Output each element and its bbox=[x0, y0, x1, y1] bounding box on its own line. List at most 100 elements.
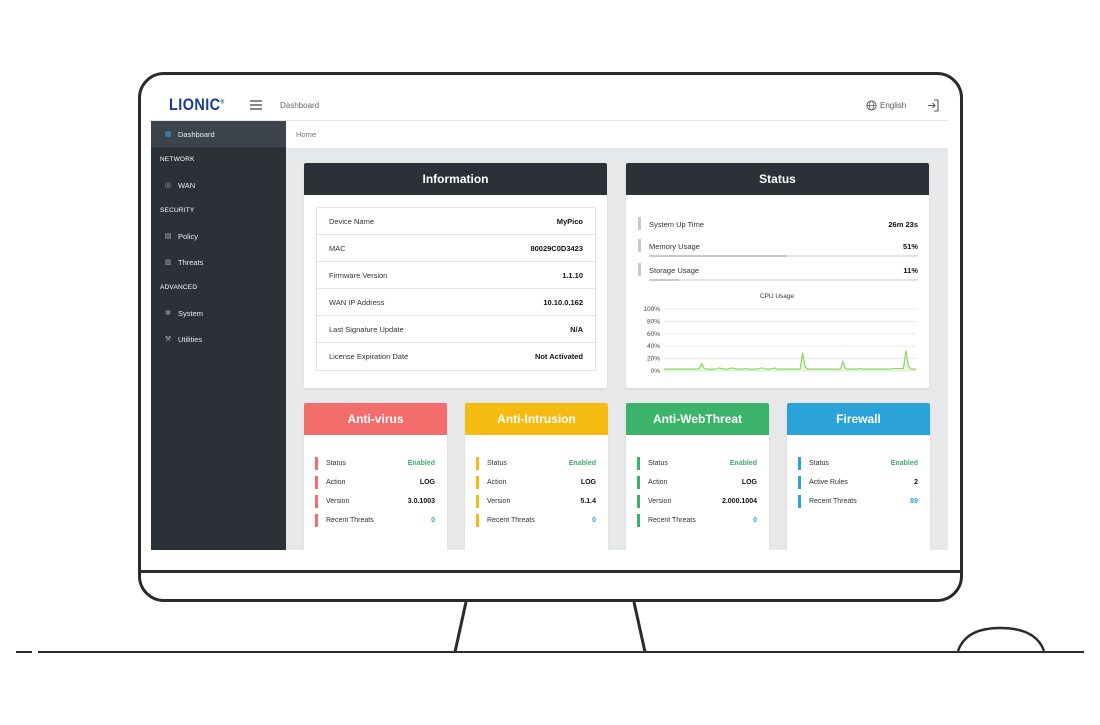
status-value: 51% bbox=[902, 242, 918, 251]
module-value[interactable]: 0 bbox=[592, 517, 596, 524]
module-label: Status bbox=[809, 460, 829, 467]
info-value: 1.1.10 bbox=[562, 270, 583, 280]
info-label: License Expiration Date bbox=[329, 352, 409, 361]
anti-webthreat-card: Anti-WebThreat Status Enabled Action LOG Vers… bbox=[626, 403, 769, 550]
module-row: Recent Threats 0 bbox=[315, 514, 435, 527]
language-selector[interactable]: English bbox=[866, 100, 906, 111]
module-value: Enabled bbox=[568, 460, 596, 467]
module-row: Version 3.0.1003 bbox=[315, 495, 435, 508]
breadcrumb[interactable]: Home bbox=[296, 130, 317, 139]
information-card: Information Device Name MyPico MAC 80029C0D… bbox=[304, 163, 607, 388]
dashboard-icon: ▦ bbox=[164, 131, 172, 138]
sidebar-item-utilities[interactable]: ⚒ Utilities bbox=[151, 326, 286, 352]
hamburger-menu-icon[interactable] bbox=[250, 100, 262, 110]
module-row-marker bbox=[476, 514, 479, 527]
cpu-line bbox=[664, 350, 916, 370]
module-row-marker bbox=[315, 457, 318, 470]
module-label: Status bbox=[648, 460, 668, 467]
usage-progress-bar bbox=[649, 279, 918, 281]
sidebar-item-threats[interactable]: ▥ Threats bbox=[151, 249, 286, 275]
info-value: 10.10.0.162 bbox=[543, 297, 583, 307]
module-value: Enabled bbox=[890, 460, 918, 467]
module-row: Status Enabled bbox=[798, 457, 918, 470]
logout-icon[interactable] bbox=[927, 99, 939, 112]
module-row: Status Enabled bbox=[476, 457, 596, 470]
information-table: Device Name MyPico MAC 80029C0D3423 Firmware… bbox=[316, 207, 596, 371]
sidebar-section-advanced: ADVANCED bbox=[160, 284, 198, 291]
module-row-marker bbox=[476, 476, 479, 489]
sidebar-item-system[interactable]: ✻ System bbox=[151, 300, 286, 326]
info-value: MyPico bbox=[556, 216, 583, 226]
logo[interactable]: LIONIC® bbox=[169, 95, 225, 114]
module-row: Status Enabled bbox=[637, 457, 757, 470]
module-label: Version bbox=[326, 498, 350, 505]
usage-progress-bar bbox=[649, 255, 918, 257]
y-tick-label: 60% bbox=[647, 331, 660, 338]
module-value[interactable]: 0 bbox=[753, 517, 757, 524]
document-icon: ▤ bbox=[164, 233, 172, 240]
sidebar-item-label: Threats bbox=[178, 257, 204, 267]
module-row: Action LOG bbox=[476, 476, 596, 489]
module-row-marker bbox=[798, 457, 801, 470]
status-row: Storage Usage 11% bbox=[638, 263, 918, 281]
info-row: License Expiration Date Not Activated bbox=[317, 343, 595, 370]
module-label: Recent Threats bbox=[326, 517, 374, 524]
module-label: Recent Threats bbox=[809, 498, 857, 505]
module-label: Action bbox=[487, 479, 507, 486]
sidebar-item-label: System bbox=[178, 308, 204, 318]
module-value: 2 bbox=[914, 479, 918, 486]
status-value: 11% bbox=[903, 266, 918, 275]
firewall-card-title: Firewall bbox=[787, 403, 930, 435]
y-tick-label: 20% bbox=[647, 356, 660, 363]
module-row-marker bbox=[315, 514, 318, 527]
y-tick-label: 100% bbox=[643, 306, 660, 313]
module-row: Recent Threats 0 bbox=[637, 514, 757, 527]
breadcrumb-bar: Home bbox=[286, 121, 948, 149]
app-screen: LIONIC® Dashboard English ▦ Dashboard NETW… bbox=[151, 91, 948, 550]
module-value: LOG bbox=[419, 479, 435, 486]
module-label: Version bbox=[487, 498, 511, 505]
module-label: Action bbox=[326, 479, 346, 486]
sidebar-item-policy[interactable]: ▤ Policy bbox=[151, 223, 286, 249]
sidebar-item-dashboard[interactable]: ▦ Dashboard bbox=[151, 121, 286, 147]
status-value: 26m 23s bbox=[888, 220, 918, 229]
module-row: Status Enabled bbox=[315, 457, 435, 470]
cpu-usage-title: CPU Usage bbox=[759, 293, 795, 300]
module-row-marker bbox=[637, 495, 640, 508]
module-value: LOG bbox=[741, 479, 757, 486]
y-tick-label: 0% bbox=[651, 368, 661, 375]
sidebar-item-label: Policy bbox=[178, 231, 199, 241]
anti-webthreat-card-title: Anti-WebThreat bbox=[626, 403, 769, 435]
sidebar-item-wan[interactable]: ◎ WAN bbox=[151, 172, 286, 198]
module-row: Action LOG bbox=[315, 476, 435, 489]
status-card: Status System Up Time 26m 23s Memory Usage… bbox=[626, 163, 929, 388]
status-label: Memory Usage bbox=[649, 242, 700, 251]
module-row: Version 5.1.4 bbox=[476, 495, 596, 508]
module-label: Recent Threats bbox=[648, 517, 696, 524]
wrench-icon: ⚒ bbox=[164, 336, 172, 343]
language-label: English bbox=[880, 101, 907, 110]
info-row: Firmware Version 1.1.10 bbox=[317, 262, 595, 289]
status-row-marker bbox=[638, 263, 641, 276]
module-value: Enabled bbox=[729, 460, 757, 467]
module-value: 3.0.1003 bbox=[407, 498, 435, 505]
module-row-marker bbox=[476, 457, 479, 470]
firewall-card: Firewall Status Enabled Active Rules 2 Recent… bbox=[787, 403, 930, 550]
module-label: Status bbox=[487, 460, 507, 467]
module-row-marker bbox=[798, 476, 801, 489]
module-value[interactable]: 0 bbox=[431, 517, 435, 524]
module-row-marker bbox=[315, 495, 318, 508]
module-label: Recent Threats bbox=[487, 517, 535, 524]
module-row-marker bbox=[476, 495, 479, 508]
module-row-marker bbox=[798, 495, 801, 508]
info-row: Device Name MyPico bbox=[317, 208, 595, 235]
cpu-area bbox=[664, 350, 916, 371]
module-row: Recent Threats 0 bbox=[476, 514, 596, 527]
module-value[interactable]: 89 bbox=[910, 498, 918, 505]
anti-intrusion-card: Anti-Intrusion Status Enabled Action LOG Vers… bbox=[465, 403, 608, 550]
sidebar-section-security: SECURITY bbox=[160, 207, 195, 214]
info-label: MAC bbox=[329, 243, 346, 253]
module-label: Status bbox=[326, 460, 346, 467]
module-row-marker bbox=[637, 457, 640, 470]
anti-intrusion-card-title: Anti-Intrusion bbox=[465, 403, 608, 435]
